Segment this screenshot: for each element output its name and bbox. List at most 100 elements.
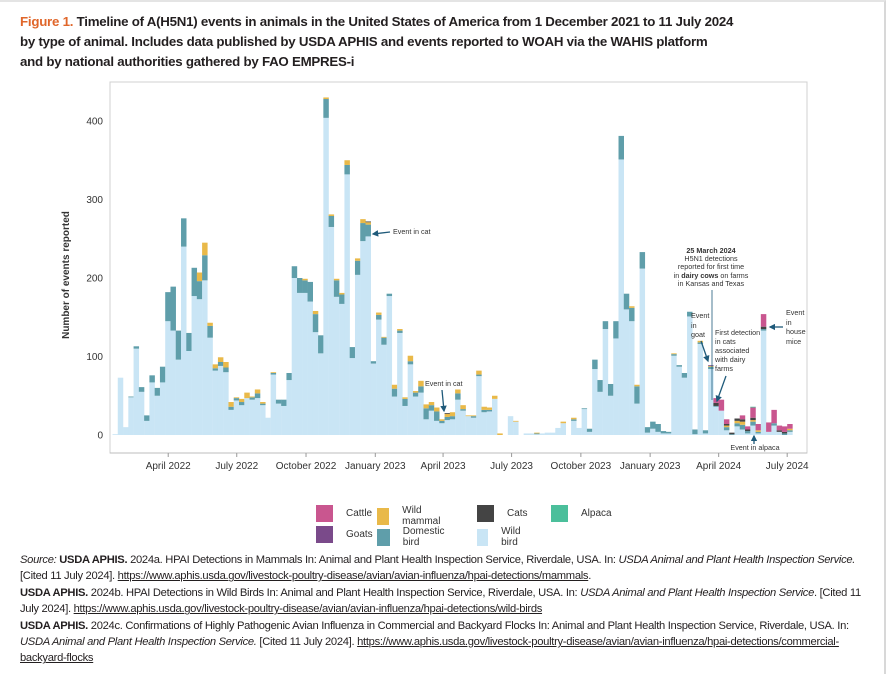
bar-domestic-bird <box>755 431 762 434</box>
bar-domestic-bird <box>323 99 329 118</box>
bar-wild-bird <box>402 405 408 435</box>
annotation-text: farms <box>715 364 733 373</box>
bar-wild-bird <box>318 353 324 435</box>
ref-cited: [Cited 11 July 2024]. <box>20 570 118 583</box>
bar-wild-bird <box>655 431 661 435</box>
bar-domestic-bird <box>745 431 751 434</box>
bar-wild-mammal <box>196 272 203 282</box>
annotation-text: in <box>674 271 682 280</box>
bar-wild-bird <box>254 398 261 436</box>
bar-domestic-bird <box>344 164 350 175</box>
bar-domestic-bird <box>787 430 793 432</box>
ref-link[interactable]: https://www.aphis.usda.gov/livestock-pou… <box>73 603 543 616</box>
bar-domestic-bird <box>154 387 161 396</box>
bar-wild-mammal <box>202 242 208 256</box>
legend-label: Cattle <box>346 508 373 519</box>
bar-wild-bird <box>439 423 445 436</box>
bar-wild-bird <box>486 411 493 435</box>
bar-domestic-bird <box>186 332 192 351</box>
bar-wild-mammal <box>755 430 762 432</box>
bar-wild-bird <box>560 423 567 436</box>
bar-wild-bird <box>391 396 398 435</box>
bar-wild-bird <box>144 420 150 435</box>
bar-domestic-bird <box>354 260 361 275</box>
bar-domestic-bird <box>349 347 356 359</box>
bar-wild-bird <box>555 427 561 436</box>
bar-wild-bird <box>275 403 282 435</box>
x-tick-label: October 2023 <box>551 461 612 472</box>
bar-wild-bird <box>196 299 203 435</box>
bar-wild-bird <box>365 236 371 435</box>
x-tick-label: July 2023 <box>490 461 533 472</box>
bar-wild-mammal <box>244 392 250 399</box>
bar-wild-mammal <box>671 353 677 355</box>
legend-label: Wild bird <box>501 526 521 548</box>
bar-wild-mammal <box>354 258 361 261</box>
bar-wild-bird <box>481 412 487 436</box>
bar-wild-bird <box>528 433 535 435</box>
bar-wild-mammal <box>513 420 519 422</box>
x-tick-label: July 2022 <box>215 461 258 472</box>
bar-cats <box>365 221 371 223</box>
bar-domestic-bird <box>455 393 461 400</box>
bar-wild-mammal <box>212 364 219 369</box>
bar-wild-mammal <box>560 421 567 424</box>
title-line-1: Timeline of A(H5N1) events in animals in… <box>73 14 734 29</box>
bar-wild-mammal <box>217 357 224 362</box>
bar-wild-bird <box>739 429 746 435</box>
annotation-bold-text: dairy cows <box>681 271 718 280</box>
bar-wild-mammal <box>323 97 329 100</box>
bar-wild-bird <box>154 395 161 435</box>
bar-cattle <box>739 415 746 420</box>
ref-link[interactable]: https://www.aphis.usda.gov/livestock-pou… <box>20 636 839 665</box>
bar-domestic-bird <box>655 424 661 432</box>
bar-cats <box>776 430 783 432</box>
bar-wild-bird <box>771 425 777 435</box>
bar-wild-bird <box>112 434 118 435</box>
bar-wild-bird <box>634 403 640 435</box>
x-tick-label: April 2023 <box>421 461 466 472</box>
bar-domestic-bird <box>339 294 345 304</box>
bar-domestic-bird <box>571 419 577 421</box>
y-axis: 0 100 200 300 400 <box>86 117 103 442</box>
bar-domestic-bird <box>402 398 408 406</box>
bar-wild-bird <box>386 296 393 435</box>
bar-wild-mammal <box>360 219 366 224</box>
bar-wild-bird <box>244 398 250 436</box>
bar-domestic-bird <box>470 416 477 418</box>
bar-cattle <box>755 424 762 431</box>
bar-wild-mammal <box>697 340 704 343</box>
bar-domestic-bird <box>618 135 624 160</box>
annotation-text: house <box>786 327 806 336</box>
y-tick-label: 400 <box>86 117 103 128</box>
ref-author: USDA APHIS. <box>59 554 128 566</box>
bar-domestic-bird <box>676 365 682 367</box>
bar-wild-bird <box>133 348 140 435</box>
x-tick-label: January 2023 <box>620 461 681 472</box>
bar-domestic-bird <box>228 406 234 410</box>
bar-cattle <box>760 314 767 327</box>
x-tick-label: July 2024 <box>766 461 809 472</box>
bar-domestic-bird <box>328 215 335 227</box>
bar-wild-bird <box>202 280 208 436</box>
annotation-text: goat <box>691 330 705 339</box>
ref-link[interactable]: https://www.aphis.usda.gov/livestock-pou… <box>117 570 589 583</box>
ref-text: 2024a. HPAI Detections in Mammals In: An… <box>127 554 619 566</box>
bar-domestic-bird <box>739 424 746 430</box>
bar-wild-mammal <box>571 417 577 420</box>
bar-domestic-bird <box>449 416 456 420</box>
bar-wild-bird <box>376 319 382 436</box>
bar-domestic-bird <box>697 342 704 344</box>
bar-wild-bird <box>776 431 783 435</box>
bar-domestic-bird <box>476 374 482 377</box>
bar-wild-bird <box>665 433 672 435</box>
bar-wild-bird <box>312 332 319 435</box>
bar-wild-bird <box>718 410 725 436</box>
bar-domestic-bird <box>734 423 740 427</box>
bar-domestic-bird <box>771 423 777 426</box>
annotation-dairy-cows: 25 March 2024 H5N1 detections reported f… <box>674 246 749 400</box>
bar-wild-mammal <box>449 412 456 417</box>
bar-cattle <box>781 426 788 432</box>
bar-wild-bird <box>713 406 719 435</box>
bar-domestic-bird <box>144 415 150 421</box>
